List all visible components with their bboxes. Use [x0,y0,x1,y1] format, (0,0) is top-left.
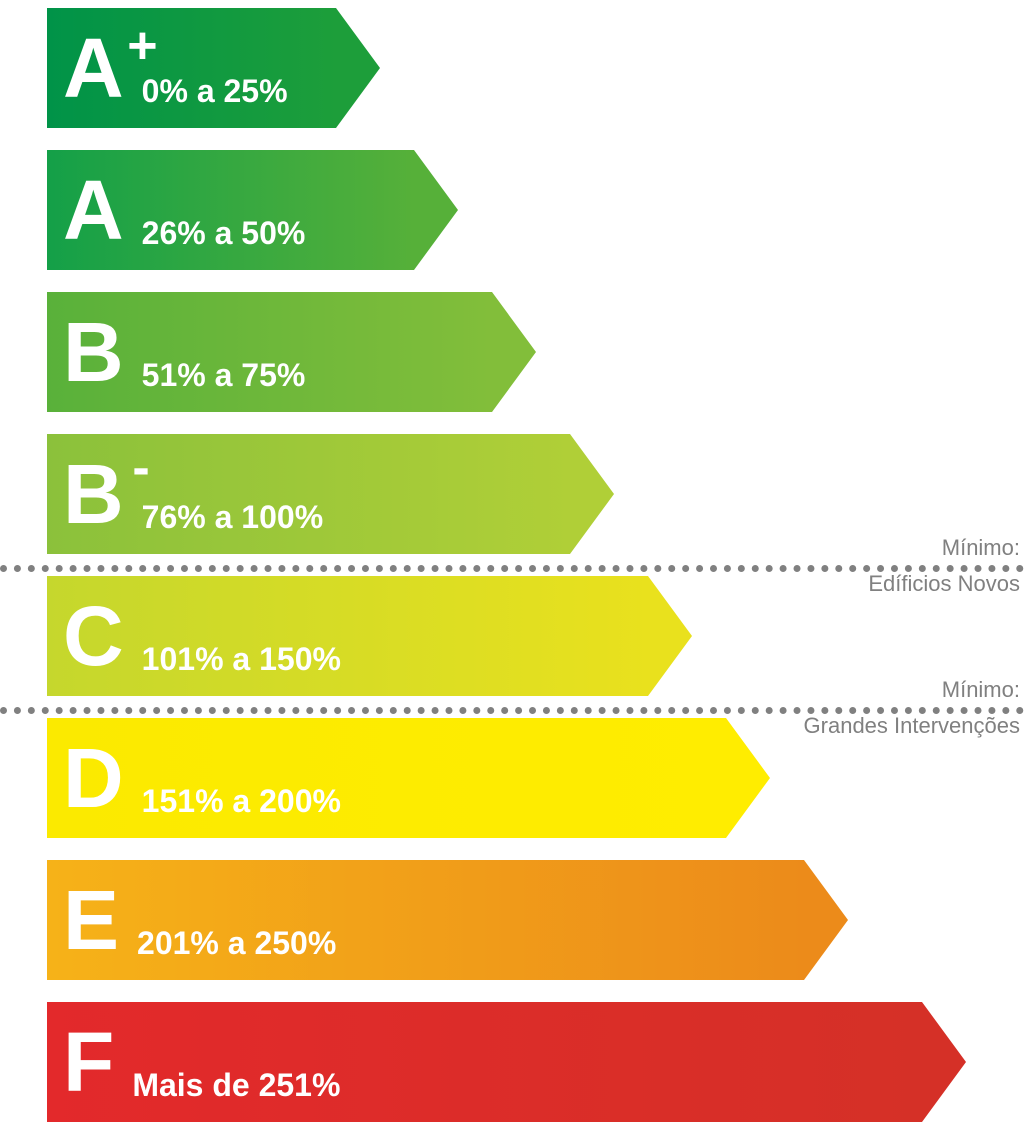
arrow-head-icon [922,1002,966,1122]
grade-range: 201% a 250% [137,925,336,962]
arrow-head-icon [492,292,536,412]
rating-arrow-d: D 151% a 200% [47,718,770,838]
rating-arrow-c: C 101% a 150% [47,576,692,696]
rating-row: B 51% a 75% [47,284,1024,426]
rating-arrow-a: A 26% a 50% [47,150,458,270]
arrow-head-icon [414,150,458,270]
threshold-label-bottom: Grandes Intervenções [804,713,1020,739]
arrow-head-icon [726,718,770,838]
grade-range: 101% a 150% [142,641,341,678]
arrow-head-icon [648,576,692,696]
grade-letter: A+ [63,26,124,110]
threshold-label-top: Mínimo: [942,535,1020,561]
grade-letter: D [63,736,124,820]
rating-arrow-b-minus: B- 76% a 100% [47,434,614,554]
threshold-label-top: Mínimo: [942,677,1020,703]
grade-range: 151% a 200% [142,783,341,820]
grade-letter: A [63,168,124,252]
rating-arrow-f: F Mais de 251% [47,1002,966,1122]
grade-range: 76% a 100% [142,499,323,536]
grade-letter: F [63,1020,114,1104]
rating-row: A+ 0% a 25% [47,0,1024,142]
grade-letter: B- [63,452,124,536]
rating-row: E 201% a 250% [47,852,1024,994]
grade-range: 26% a 50% [142,215,306,252]
rating-arrow-e: E 201% a 250% [47,860,848,980]
rating-row: F Mais de 251% [47,994,1024,1136]
grade-letter: C [63,594,124,678]
arrow-head-icon [336,8,380,128]
rating-row: B- 76% a 100% [47,426,1024,568]
threshold-label-bottom: Edíficios Novos [868,571,1020,597]
grade-range: Mais de 251% [132,1067,340,1104]
rating-arrow-b: B 51% a 75% [47,292,536,412]
arrow-head-icon [804,860,848,980]
grade-letter: B [63,310,124,394]
arrow-head-icon [570,434,614,554]
grade-letter: E [63,878,119,962]
rating-row: A 26% a 50% [47,142,1024,284]
rating-arrow-a-plus: A+ 0% a 25% [47,8,380,128]
grade-range: 51% a 75% [142,357,306,394]
grade-range: 0% a 25% [142,73,288,110]
